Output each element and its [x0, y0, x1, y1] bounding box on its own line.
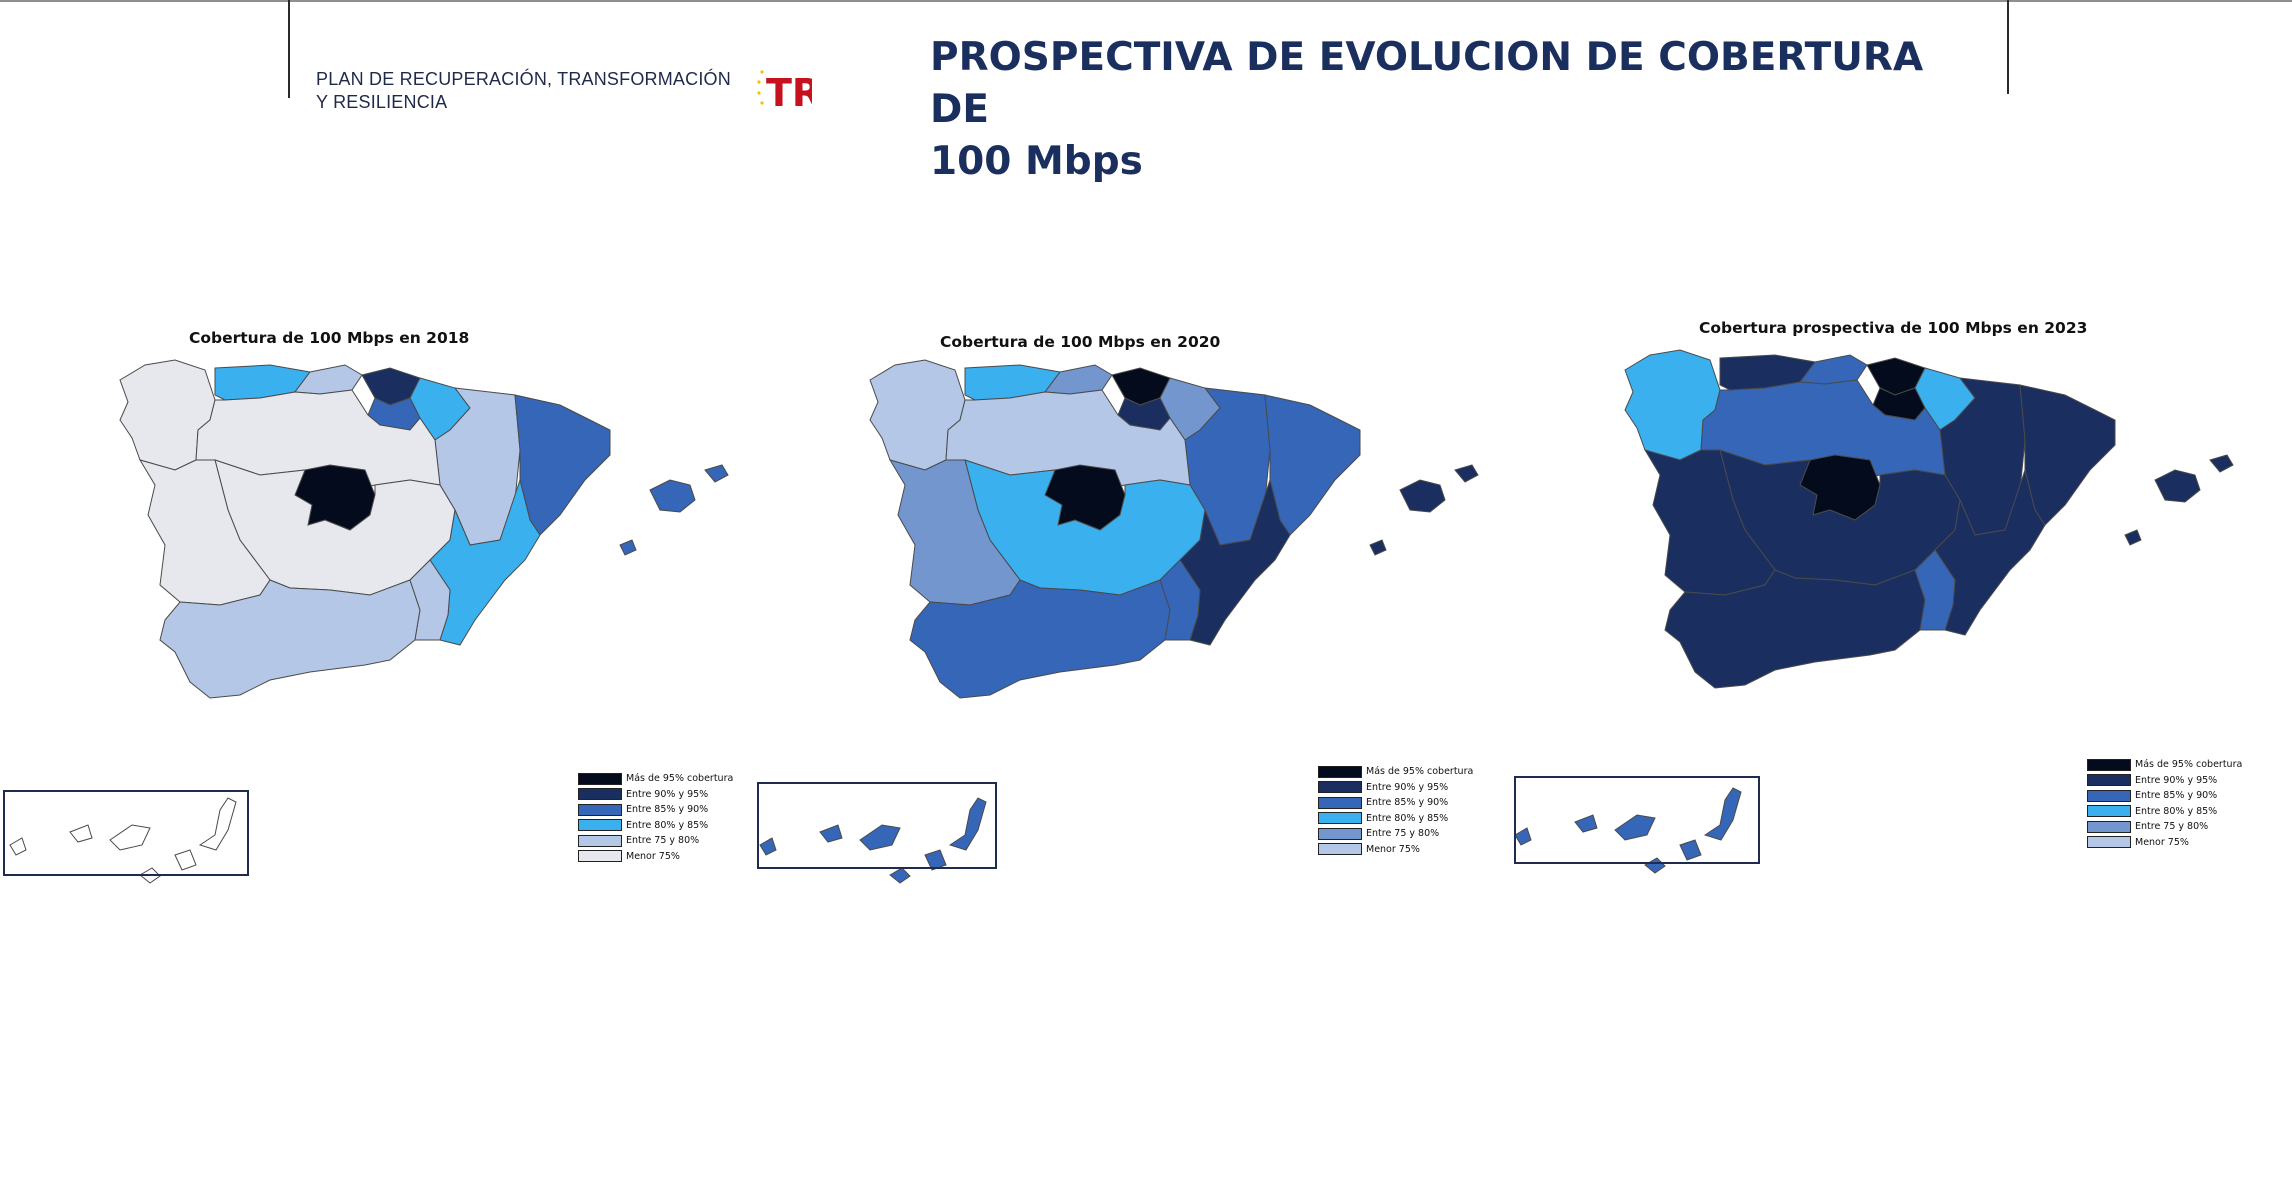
legend-item: Más de 95% cobertura: [578, 771, 733, 787]
legend-item: Menor 75%: [2087, 835, 2242, 851]
legend-item: Entre 85% y 90%: [578, 802, 733, 818]
legend-swatch: [578, 788, 622, 801]
region-murcia: [409, 559, 451, 641]
tr-logo-text: TR: [766, 71, 812, 115]
legend-item: Entre 85% y 90%: [2087, 788, 2242, 804]
legend-item: Entre 90% y 95%: [1318, 780, 1473, 796]
header-divider-left: [288, 0, 290, 98]
legend-label: Entre 90% y 95%: [626, 788, 709, 800]
legend-label: Más de 95% cobertura: [2135, 759, 2243, 771]
page-title-line-2: 100 Mbps: [930, 139, 1143, 184]
legend-label: Entre 90% y 95%: [2135, 774, 2218, 786]
legend-swatch: [2087, 758, 2131, 771]
region-cataluna: [1264, 394, 1361, 536]
map-panel-2023: Cobertura prospectiva de 100 Mbps en 202…: [1505, 310, 2265, 910]
legend-swatch: [2087, 836, 2131, 849]
region-canarias: [759, 797, 987, 884]
page-title: PROSPECTIVA DE EVOLUCION DE COBERTURA DE…: [930, 32, 1970, 188]
tr-logo: TR: [757, 70, 812, 115]
spain-map: [1514, 349, 2234, 874]
header-divider-right: [2007, 0, 2009, 94]
map-panel-2018: Cobertura de 100 Mbps en 2018 Más de 95%…: [0, 320, 760, 920]
canary-islands-inset: [1514, 776, 1760, 864]
region-canarias: [1514, 787, 1742, 874]
legend-label: Menor 75%: [1366, 843, 1420, 855]
region-murcia: [1159, 559, 1201, 641]
legend-swatch: [1318, 781, 1362, 794]
legend-swatch: [1318, 812, 1362, 825]
legend-label: Entre 80% y 85%: [2135, 805, 2218, 817]
legend-swatch: [1318, 843, 1362, 856]
legend-label: Entre 75 y 80%: [626, 835, 700, 847]
plan-recuperacion-text: PLAN DE RECUPERACIÓN, TRANSFORMACIÓN Y R…: [316, 69, 731, 112]
legend-label: Menor 75%: [626, 850, 680, 862]
region-cataluna: [2019, 384, 2116, 526]
map-title: Cobertura prospectiva de 100 Mbps en 202…: [1699, 319, 2088, 337]
region-valencia: [429, 478, 541, 646]
region-cataluna: [514, 394, 611, 536]
legend-swatch: [1318, 827, 1362, 840]
legend-swatch: [2087, 774, 2131, 787]
legend-item: Más de 95% cobertura: [1318, 764, 1473, 780]
legend-item: Entre 80% y 85%: [2087, 804, 2242, 820]
legend-swatch: [2087, 820, 2131, 833]
spain-map: [9, 359, 729, 884]
legend-swatch: [2087, 805, 2131, 818]
map-legend: Más de 95% cobertura Entre 90% y 95% Entre…: [2087, 757, 2242, 850]
region-baleares: [619, 464, 729, 556]
legend-item: Entre 75 y 80%: [1318, 826, 1473, 842]
region-andalucia: [909, 579, 1171, 699]
legend-swatch: [1318, 765, 1362, 778]
legend-swatch: [578, 834, 622, 847]
legend-label: Entre 85% y 90%: [626, 804, 709, 816]
legend-item: Más de 95% cobertura: [2087, 757, 2242, 773]
region-canarias: [9, 797, 237, 884]
legend-swatch: [1318, 796, 1362, 809]
map-legend: Más de 95% cobertura Entre 90% y 95% Entre…: [1318, 764, 1473, 857]
legend-item: Entre 80% y 85%: [578, 818, 733, 834]
legend-item: Entre 90% y 95%: [2087, 773, 2242, 789]
region-andalucia: [1664, 569, 1926, 689]
legend-item: Entre 80% y 85%: [1318, 811, 1473, 827]
legend-label: Entre 80% y 85%: [1366, 812, 1449, 824]
legend-swatch: [2087, 789, 2131, 802]
spain-map: [759, 359, 1479, 884]
legend-label: Menor 75%: [2135, 836, 2189, 848]
legend-label: Entre 85% y 90%: [2135, 790, 2218, 802]
top-border-line: [0, 0, 2292, 2]
legend-swatch: [578, 803, 622, 816]
map-title: Cobertura de 100 Mbps en 2018: [189, 329, 470, 347]
map-title: Cobertura de 100 Mbps en 2020: [940, 333, 1221, 351]
page-title-line-1: PROSPECTIVA DE EVOLUCION DE COBERTURA DE: [930, 35, 1924, 132]
legend-swatch: [578, 850, 622, 863]
legend-item: Menor 75%: [1318, 842, 1473, 858]
legend-label: Entre 75 y 80%: [1366, 828, 1440, 840]
legend-label: Entre 90% y 95%: [1366, 781, 1449, 793]
region-andalucia: [159, 579, 421, 699]
region-murcia: [1914, 549, 1956, 631]
legend-swatch: [578, 772, 622, 785]
legend-item: Menor 75%: [578, 849, 733, 865]
canary-islands-inset: [3, 790, 249, 876]
legend-label: Entre 80% y 85%: [626, 819, 709, 831]
region-valencia: [1934, 468, 2046, 636]
legend-swatch: [578, 819, 622, 832]
region-valencia: [1179, 478, 1291, 646]
map-legend: Más de 95% cobertura Entre 90% y 95% Entre…: [578, 771, 733, 864]
legend-label: Entre 75 y 80%: [2135, 821, 2209, 833]
legend-item: Entre 90% y 95%: [578, 787, 733, 803]
legend-item: Entre 75 y 80%: [2087, 819, 2242, 835]
region-baleares: [1369, 464, 1479, 556]
legend-label: Más de 95% cobertura: [1366, 766, 1474, 778]
legend-label: Entre 85% y 90%: [1366, 797, 1449, 809]
region-baleares: [2124, 454, 2234, 546]
map-panel-2020: Cobertura de 100 Mbps en 2020 Más de 95%…: [750, 320, 1510, 920]
legend-label: Más de 95% cobertura: [626, 773, 734, 785]
legend-item: Entre 75 y 80%: [578, 833, 733, 849]
canary-islands-inset: [757, 782, 997, 869]
legend-item: Entre 85% y 90%: [1318, 795, 1473, 811]
